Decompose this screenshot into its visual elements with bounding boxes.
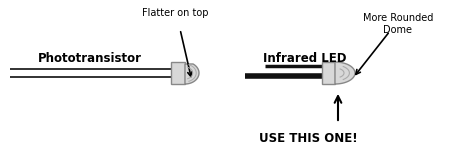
Polygon shape bbox=[334, 62, 354, 84]
Text: More Rounded
Dome: More Rounded Dome bbox=[362, 13, 432, 35]
Bar bbox=[170, 62, 184, 84]
Text: Infrared LED: Infrared LED bbox=[262, 52, 346, 65]
Text: Phototransistor: Phototransistor bbox=[38, 52, 142, 65]
Polygon shape bbox=[184, 64, 198, 84]
Text: USE THIS ONE!: USE THIS ONE! bbox=[258, 133, 357, 146]
Bar bbox=[321, 62, 334, 84]
Text: Flatter on top: Flatter on top bbox=[142, 8, 208, 18]
